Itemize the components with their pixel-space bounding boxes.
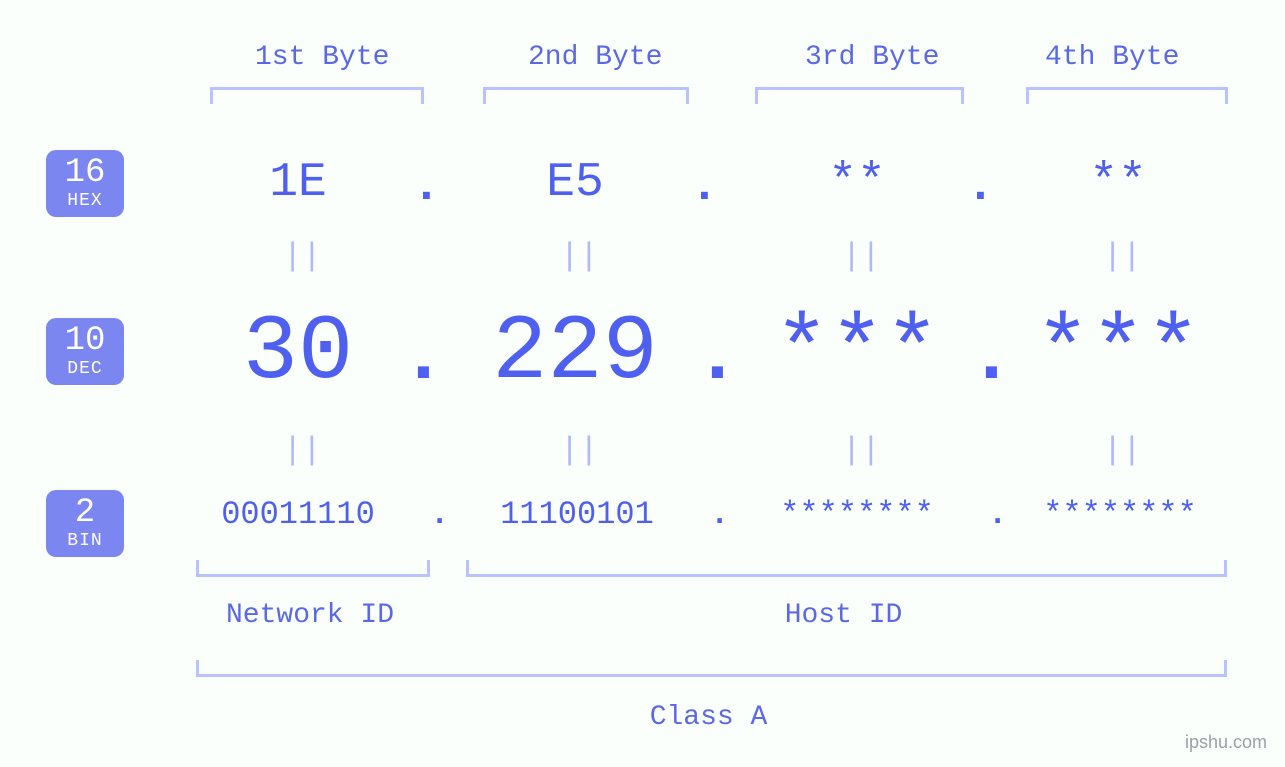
dec-byte-4: *** [1008,300,1228,405]
ip-diagram: { "layout": { "cols": [ {"label_x": 255,… [0,0,1285,767]
eq-icon: || [560,432,590,469]
eq-icon: || [283,238,313,275]
dec-dot-1: . [400,314,447,402]
eq-icon: || [842,432,872,469]
bin-dot-3: . [988,496,1007,533]
badge-dec-num: 10 [46,324,124,360]
dec-byte-1: 30 [218,300,378,405]
label-class: Class A [196,702,1221,733]
dec-byte-2: 229 [465,300,685,405]
watermark: ipshu.com [1185,732,1267,753]
label-network-id: Network ID [196,600,424,631]
bracket-class [196,660,1227,677]
bracket-network-id [196,560,430,577]
hex-dot-1: . [412,160,441,214]
bin-byte-3: ******** [747,496,967,533]
bin-dot-1: . [430,496,449,533]
byte-label-3: 3rd Byte [805,42,939,73]
bracket-byte-3 [755,87,964,104]
label-host-id: Host ID [466,600,1221,631]
hex-byte-1: 1E [258,156,338,210]
byte-label-1: 1st Byte [255,42,389,73]
hex-dot-2: . [690,160,719,214]
bracket-host-id [466,560,1227,577]
badge-bin: 2 BIN [46,490,124,557]
eq-icon: || [1103,238,1133,275]
dec-byte-3: *** [747,300,967,405]
hex-byte-4: ** [1078,156,1158,210]
badge-hex-sub: HEX [46,192,124,211]
bin-byte-2: 11100101 [467,496,687,533]
badge-bin-num: 2 [46,496,124,532]
hex-byte-2: E5 [535,156,615,210]
badge-hex: 16 HEX [46,150,124,217]
badge-dec-sub: DEC [46,360,124,379]
bin-dot-2: . [710,496,729,533]
bracket-byte-2 [483,87,689,104]
dec-dot-2: . [694,314,741,402]
badge-dec: 10 DEC [46,318,124,385]
hex-dot-3: . [966,160,995,214]
dec-dot-3: . [968,314,1015,402]
bin-byte-1: 00011110 [188,496,408,533]
byte-label-4: 4th Byte [1045,42,1179,73]
eq-icon: || [1103,432,1133,469]
eq-icon: || [283,432,313,469]
badge-bin-sub: BIN [46,532,124,551]
bracket-byte-1 [210,87,424,104]
byte-label-2: 2nd Byte [528,42,662,73]
hex-byte-3: ** [817,156,897,210]
eq-icon: || [842,238,872,275]
bracket-byte-4 [1026,87,1228,104]
badge-hex-num: 16 [46,156,124,192]
bin-byte-4: ******** [1010,496,1230,533]
eq-icon: || [560,238,590,275]
